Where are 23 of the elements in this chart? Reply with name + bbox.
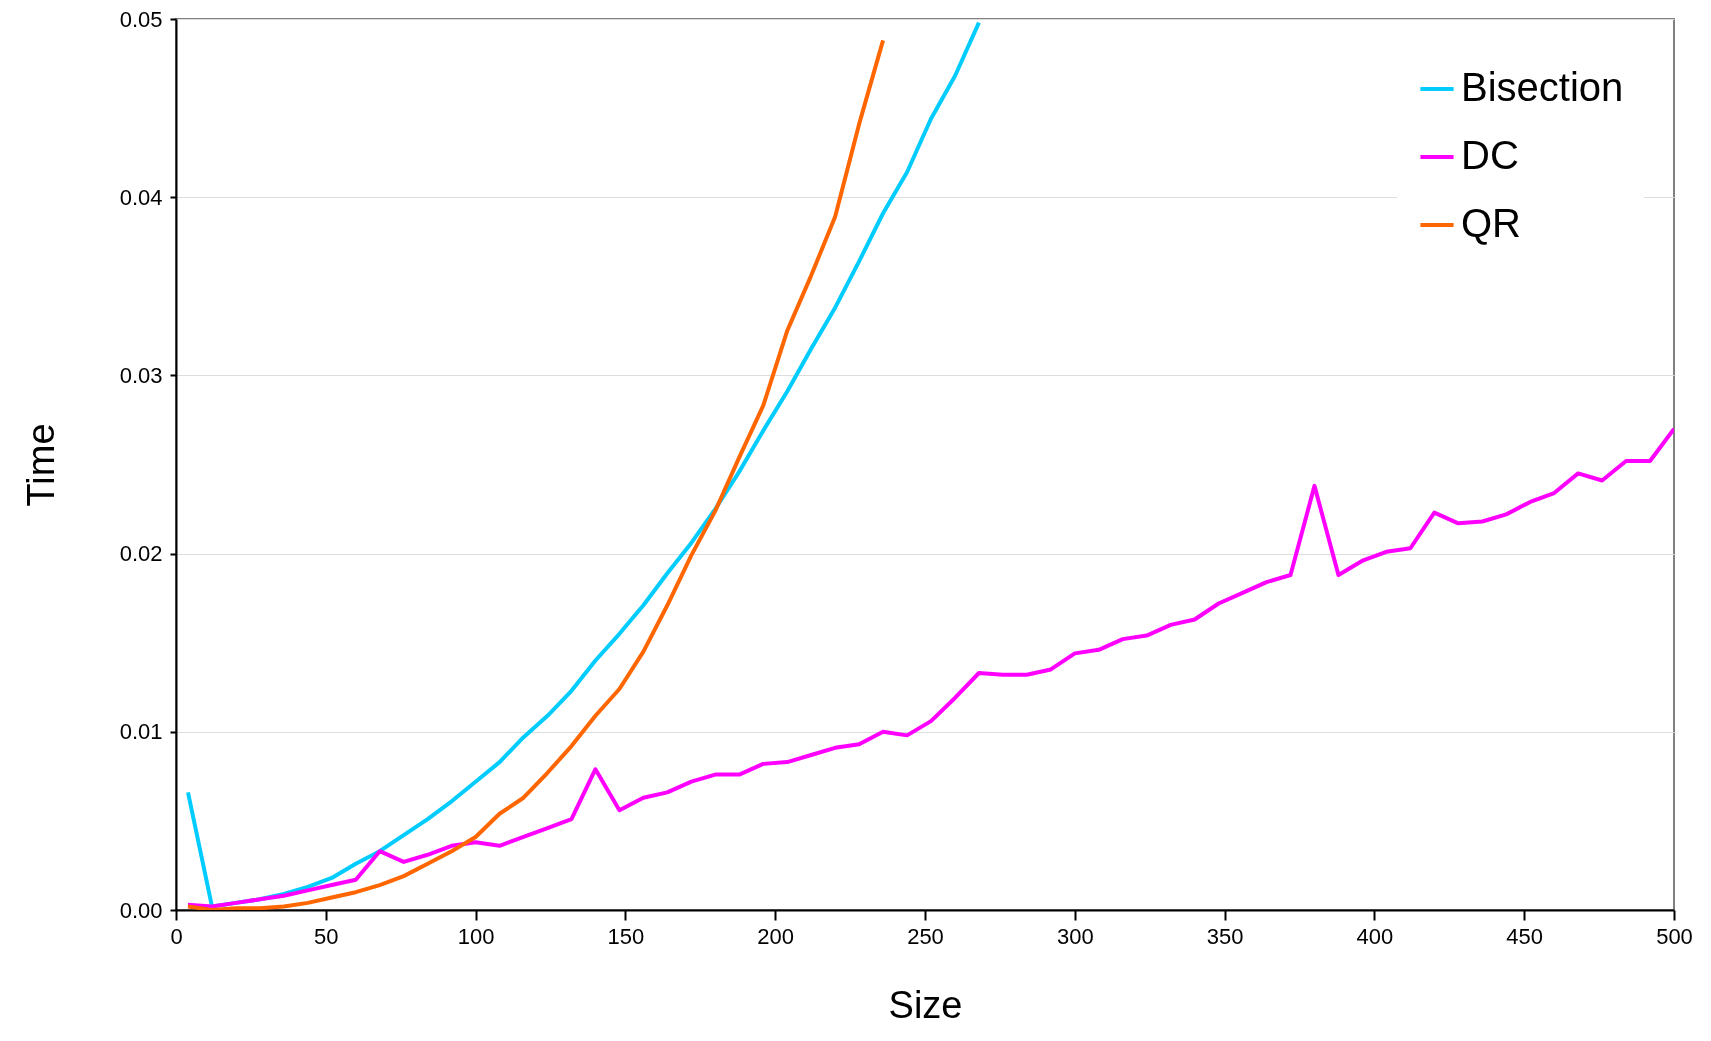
legend-label: DC: [1461, 133, 1519, 177]
y-tick-label: 0.04: [119, 184, 163, 210]
x-tick-label: 0: [170, 923, 183, 949]
y-tick-label: 0.03: [119, 362, 163, 388]
x-tick-label: 150: [607, 923, 645, 949]
y-axis-title: Time: [19, 423, 62, 507]
legend-label: Bisection: [1461, 65, 1624, 109]
line-series: [185, 426, 1674, 909]
x-tick-label: 350: [1206, 923, 1244, 949]
x-tick-label: 50: [314, 923, 339, 949]
x-tick-label: 400: [1356, 923, 1394, 949]
x-tick-label: 500: [1656, 923, 1693, 949]
x-tick-label: 300: [1056, 923, 1094, 949]
legend-label: QR: [1461, 201, 1521, 245]
x-axis-title: Size: [888, 983, 963, 1026]
y-tick-label: 0.02: [119, 541, 163, 567]
x-tick-label: 450: [1506, 923, 1544, 949]
x-tick-label: 250: [907, 923, 944, 949]
x-tick-label: 200: [757, 923, 795, 949]
y-tick-label: 0.05: [119, 6, 163, 32]
y-tick-label: 0.01: [119, 719, 163, 745]
x-tick-label: 100: [457, 923, 495, 949]
y-tick-label: 0.00: [119, 897, 163, 923]
